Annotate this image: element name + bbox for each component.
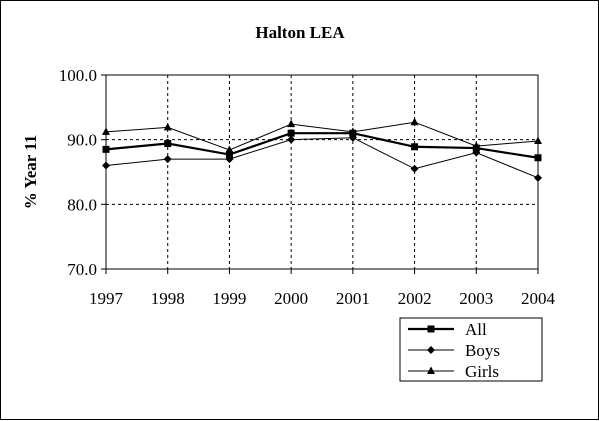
data-point-girls — [287, 119, 296, 128]
legend-marker-boys — [427, 346, 435, 354]
x-tick-label: 1998 — [151, 289, 185, 308]
data-point-boys — [534, 173, 542, 182]
data-point-all — [225, 151, 233, 159]
series-line-girls — [105, 121, 539, 151]
y-tick-label: 100.0 — [59, 66, 97, 85]
y-tick-label: 90.0 — [67, 131, 97, 150]
plot-area: 70.0 80.0 90.0 100.0 1997 1998 1999 2000 2001 200… — [59, 66, 556, 308]
data-point-boys — [472, 148, 481, 157]
data-point-girls — [472, 141, 481, 150]
data-point-girls — [534, 136, 542, 144]
data-point-boys — [225, 155, 234, 164]
data-point-boys — [102, 161, 110, 170]
x-tick-label: 2004 — [521, 289, 556, 308]
x-tick-label: 2002 — [398, 289, 432, 308]
x-tick-label: 2001 — [336, 289, 370, 308]
series-line-boys — [105, 137, 539, 179]
legend: All Boys Girls — [399, 317, 543, 382]
legend-label-boys: Boys — [465, 341, 500, 360]
data-point-boys — [287, 135, 296, 144]
data-point-all — [411, 143, 419, 151]
chart-title: Halton LEA — [255, 23, 345, 42]
data-point-girls — [410, 117, 419, 126]
data-point-boys — [163, 155, 172, 164]
plot-border — [105, 74, 539, 270]
x-tick-label: 2003 — [459, 289, 493, 308]
data-point-girls — [102, 127, 110, 135]
data-point-girls — [163, 122, 172, 131]
y-tick-label: 80.0 — [67, 195, 97, 214]
data-point-all — [534, 154, 542, 162]
legend-marker-girls — [427, 366, 435, 374]
y-axis-label: % Year 11 — [21, 135, 40, 210]
series-line-all — [105, 132, 539, 159]
x-tick-label: 1997 — [89, 289, 124, 308]
x-tick-label: 2000 — [274, 289, 308, 308]
data-point-all — [102, 145, 110, 153]
legend-marker-all — [427, 325, 435, 333]
legend-label-all: All — [465, 320, 487, 339]
legend-label-girls: Girls — [465, 362, 499, 381]
y-tick-label: 70.0 — [67, 260, 97, 279]
data-point-boys — [348, 133, 357, 142]
x-tick-label: 1999 — [212, 289, 246, 308]
data-point-girls — [225, 145, 234, 154]
data-point-all — [287, 129, 295, 137]
data-point-boys — [410, 164, 419, 173]
data-point-girls — [348, 127, 357, 135]
data-point-all — [164, 140, 172, 148]
